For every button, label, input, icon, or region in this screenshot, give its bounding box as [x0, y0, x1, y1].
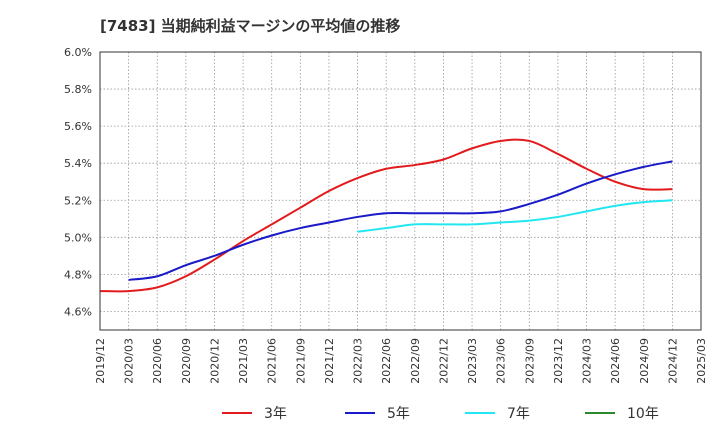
chart-title: [7483] 当期純利益マージンの平均値の推移: [100, 17, 400, 35]
y-tick-label: 5.4%: [64, 157, 92, 170]
y-tick-label: 4.8%: [64, 268, 92, 281]
x-tick-label: 2020/03: [123, 338, 136, 384]
series-line-1: [128, 160, 673, 281]
x-tick-label: 2022/03: [352, 338, 365, 384]
x-tick-label: 2023/09: [523, 338, 536, 384]
x-tick-label: 2023/06: [495, 338, 508, 384]
y-tick-label: 6.0%: [64, 46, 92, 59]
x-tick-label: 2021/09: [294, 338, 307, 384]
y-tick-label: 4.6%: [64, 305, 92, 318]
x-tick-label: 2024/12: [666, 338, 679, 384]
x-tick-label: 2020/09: [180, 338, 193, 384]
x-tick-label: 2019/12: [94, 338, 107, 384]
y-tick-label: 5.2%: [64, 194, 92, 207]
x-tick-label: 2021/12: [323, 338, 336, 384]
series-line-2: [357, 199, 673, 233]
series-lines: [99, 138, 673, 293]
legend: 3年 5年 7年 10年: [222, 406, 659, 422]
legend-label: 5年: [387, 406, 410, 422]
x-tick-label: 2024/03: [581, 338, 594, 384]
y-tick-label: 5.8%: [64, 83, 92, 96]
legend-label: 7年: [507, 406, 530, 422]
x-tick-label: 2022/09: [409, 338, 422, 384]
legend-label: 3年: [264, 406, 287, 422]
x-tick-label: 2023/03: [466, 338, 479, 384]
x-tick-label: 2020/12: [208, 338, 221, 384]
x-tick-label: 2021/06: [266, 338, 279, 384]
x-tick-label: 2020/06: [151, 338, 164, 384]
x-axis-ticks: 2019/12 2020/03 2020/06 2020/09 2020/12 2021/…: [94, 338, 708, 384]
y-tick-label: 5.6%: [64, 120, 92, 133]
y-tick-label: 5.0%: [64, 231, 92, 244]
x-tick-label: 2021/03: [237, 338, 250, 384]
grid: [100, 52, 701, 330]
x-tick-label: 2025/03: [695, 338, 708, 384]
y-axis-ticks: 4.6% 4.8% 5.0% 5.2% 5.4% 5.6% 5.8% 6.0%: [64, 46, 92, 318]
x-tick-label: 2022/06: [380, 338, 393, 384]
x-tick-label: 2024/09: [638, 338, 651, 384]
plot-frame: [99, 51, 702, 331]
series-line-0: [99, 138, 673, 293]
x-tick-label: 2022/12: [437, 338, 450, 384]
x-tick-label: 2023/12: [552, 338, 565, 384]
legend-label: 10年: [627, 406, 659, 422]
x-tick-label: 2024/06: [609, 338, 622, 384]
